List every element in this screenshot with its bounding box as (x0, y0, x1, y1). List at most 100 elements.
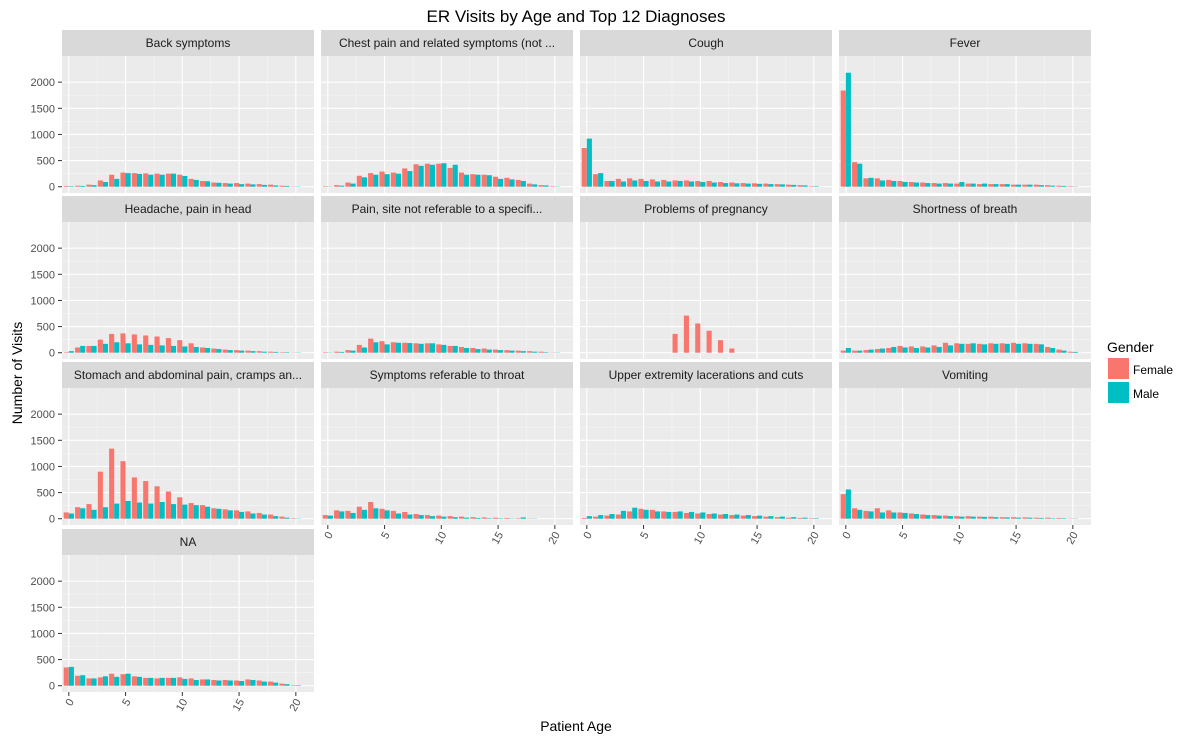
bar-female (165, 491, 171, 519)
bar-female (1033, 343, 1039, 353)
y-tick-label: 2000 (31, 409, 55, 421)
bar-male (711, 513, 717, 519)
strip (580, 30, 832, 56)
bar-female (279, 352, 285, 353)
bar-female (154, 486, 160, 519)
bar-male (543, 185, 549, 187)
bar-male (845, 348, 851, 353)
bar-female (593, 174, 599, 187)
bar-female (256, 680, 262, 686)
bar-male (80, 675, 86, 686)
bar-male (509, 179, 515, 187)
bar-female (368, 338, 374, 353)
bar-male (700, 512, 706, 519)
bar-male (464, 348, 470, 353)
x-tick-label: 10 (951, 530, 968, 547)
bar-male (216, 349, 222, 353)
bar-female (424, 515, 430, 519)
bar-male (250, 513, 256, 519)
y-axis: 0 500 1000 1500 2000 (31, 409, 62, 526)
bar-female (751, 183, 758, 187)
strip-label: Headache, pain in head (125, 202, 252, 216)
x-axis: 0 5 10 15 20 (581, 525, 822, 547)
bar-male (677, 180, 683, 187)
bar-female (1022, 343, 1028, 353)
bar-male (779, 184, 785, 187)
bar-female (897, 345, 903, 353)
strip (321, 30, 573, 56)
bar-male (688, 511, 695, 519)
bar-male (159, 345, 165, 353)
bar-female (97, 677, 103, 686)
bar-female (908, 513, 914, 519)
bar-female (279, 683, 285, 686)
bars (63, 172, 301, 187)
bar-male (1004, 517, 1010, 519)
bar-female (63, 512, 69, 519)
legend-label-male: Male (1133, 387, 1159, 401)
panel-pain-site-not-referable-to-a-specifi: Pain, site not referable to a specifi... (321, 196, 573, 359)
bar-male (261, 514, 267, 519)
bar-female (942, 515, 948, 519)
bar-female (97, 180, 103, 187)
bar-male (745, 515, 751, 519)
bar-male (857, 163, 863, 187)
bar-female (908, 346, 914, 353)
bar-female (920, 346, 926, 353)
bar-female (638, 178, 644, 187)
bar-female (920, 514, 926, 519)
bar-male (1038, 517, 1044, 519)
bar-female (222, 509, 228, 519)
gridlines (321, 388, 573, 525)
bar-female (447, 167, 453, 187)
y-tick-label: 500 (37, 322, 55, 334)
strip (62, 529, 314, 555)
bar-female (165, 173, 171, 187)
bar-male (205, 679, 211, 686)
bar-male (373, 508, 379, 519)
bar-male (429, 343, 436, 353)
bar-female (256, 351, 262, 353)
y-tick-label: 1500 (31, 435, 55, 447)
bar-male (609, 180, 615, 187)
bar-male (239, 681, 245, 686)
bar-male (284, 517, 290, 519)
x-tick-label: 20 (287, 697, 304, 714)
y-tick-label: 0 (49, 514, 55, 526)
bar-male (598, 515, 604, 519)
bar-male (91, 509, 97, 519)
bars (322, 163, 560, 187)
bar-male (993, 517, 999, 519)
strip (321, 362, 573, 388)
x-tick-label: 10 (174, 697, 191, 714)
bar-male (159, 501, 165, 519)
bar-male (216, 182, 222, 187)
bar-female (63, 667, 69, 686)
bar-female (245, 183, 251, 187)
bar-male (543, 352, 549, 353)
bars (322, 501, 538, 519)
bar-male (350, 512, 356, 519)
legend-key-male (1108, 382, 1129, 403)
plot-background (580, 388, 832, 525)
bar-female (965, 516, 971, 519)
legend: Gender Female Male (1107, 339, 1173, 403)
bar-female (268, 184, 274, 187)
bar-female (143, 677, 149, 686)
bar-female (436, 344, 442, 353)
bar-female (131, 676, 137, 686)
y-tick-label: 1500 (31, 103, 55, 115)
bar-female (120, 674, 126, 686)
bar-male (970, 183, 976, 187)
bar-female (1010, 184, 1017, 187)
bar-male (148, 503, 154, 519)
bar-male (802, 517, 808, 519)
bar-female (211, 679, 217, 686)
bar-male (993, 184, 999, 187)
bar-male (80, 508, 86, 519)
strip (62, 196, 314, 222)
gridlines (839, 388, 1091, 525)
bar-male (373, 342, 379, 353)
bar-female (942, 183, 948, 187)
bar-female (695, 323, 701, 353)
